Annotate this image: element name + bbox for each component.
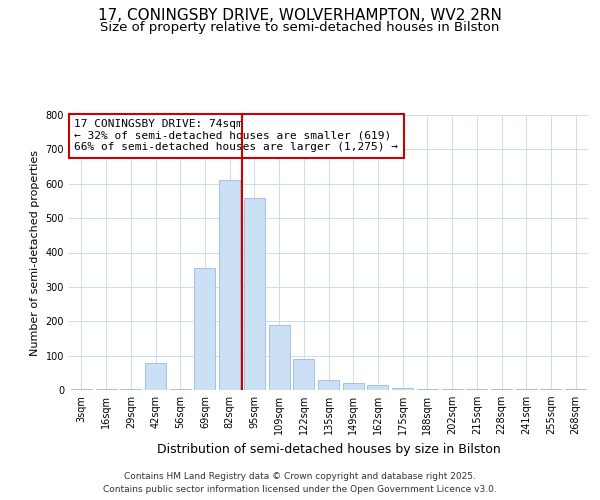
- Bar: [491, 389, 512, 390]
- Text: 17, CONINGSBY DRIVE, WOLVERHAMPTON, WV2 2RN: 17, CONINGSBY DRIVE, WOLVERHAMPTON, WV2 …: [98, 8, 502, 22]
- Bar: [170, 389, 191, 390]
- Bar: [367, 385, 388, 390]
- Bar: [194, 268, 215, 390]
- Bar: [269, 326, 290, 390]
- Text: Contains HM Land Registry data © Crown copyright and database right 2025.: Contains HM Land Registry data © Crown c…: [124, 472, 476, 481]
- Bar: [318, 380, 339, 390]
- Bar: [219, 180, 240, 390]
- Bar: [466, 389, 487, 390]
- Bar: [442, 389, 463, 390]
- Text: Contains public sector information licensed under the Open Government Licence v3: Contains public sector information licen…: [103, 485, 497, 494]
- Bar: [392, 388, 413, 390]
- Text: 17 CONINGSBY DRIVE: 74sqm
← 32% of semi-detached houses are smaller (619)
66% of: 17 CONINGSBY DRIVE: 74sqm ← 32% of semi-…: [74, 119, 398, 152]
- Text: Size of property relative to semi-detached houses in Bilston: Size of property relative to semi-detach…: [100, 21, 500, 34]
- Bar: [293, 359, 314, 390]
- Bar: [343, 383, 364, 390]
- Bar: [244, 198, 265, 390]
- Bar: [95, 389, 116, 390]
- Bar: [145, 362, 166, 390]
- Bar: [417, 389, 438, 390]
- Bar: [120, 389, 141, 390]
- Y-axis label: Number of semi-detached properties: Number of semi-detached properties: [30, 150, 40, 356]
- X-axis label: Distribution of semi-detached houses by size in Bilston: Distribution of semi-detached houses by …: [157, 442, 500, 456]
